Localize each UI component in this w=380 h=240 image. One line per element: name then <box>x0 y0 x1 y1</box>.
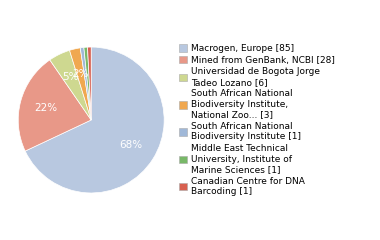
Wedge shape <box>87 47 91 120</box>
Text: 2%: 2% <box>72 69 89 79</box>
Wedge shape <box>80 48 91 120</box>
Wedge shape <box>50 50 91 120</box>
Text: 68%: 68% <box>120 140 143 150</box>
Wedge shape <box>25 47 164 193</box>
Wedge shape <box>18 60 91 151</box>
Wedge shape <box>84 47 91 120</box>
Text: 22%: 22% <box>34 103 57 113</box>
Legend: Macrogen, Europe [85], Mined from GenBank, NCBI [28], Universidad de Bogota Jorg: Macrogen, Europe [85], Mined from GenBan… <box>179 44 335 196</box>
Text: 5%: 5% <box>62 72 79 82</box>
Wedge shape <box>70 48 91 120</box>
